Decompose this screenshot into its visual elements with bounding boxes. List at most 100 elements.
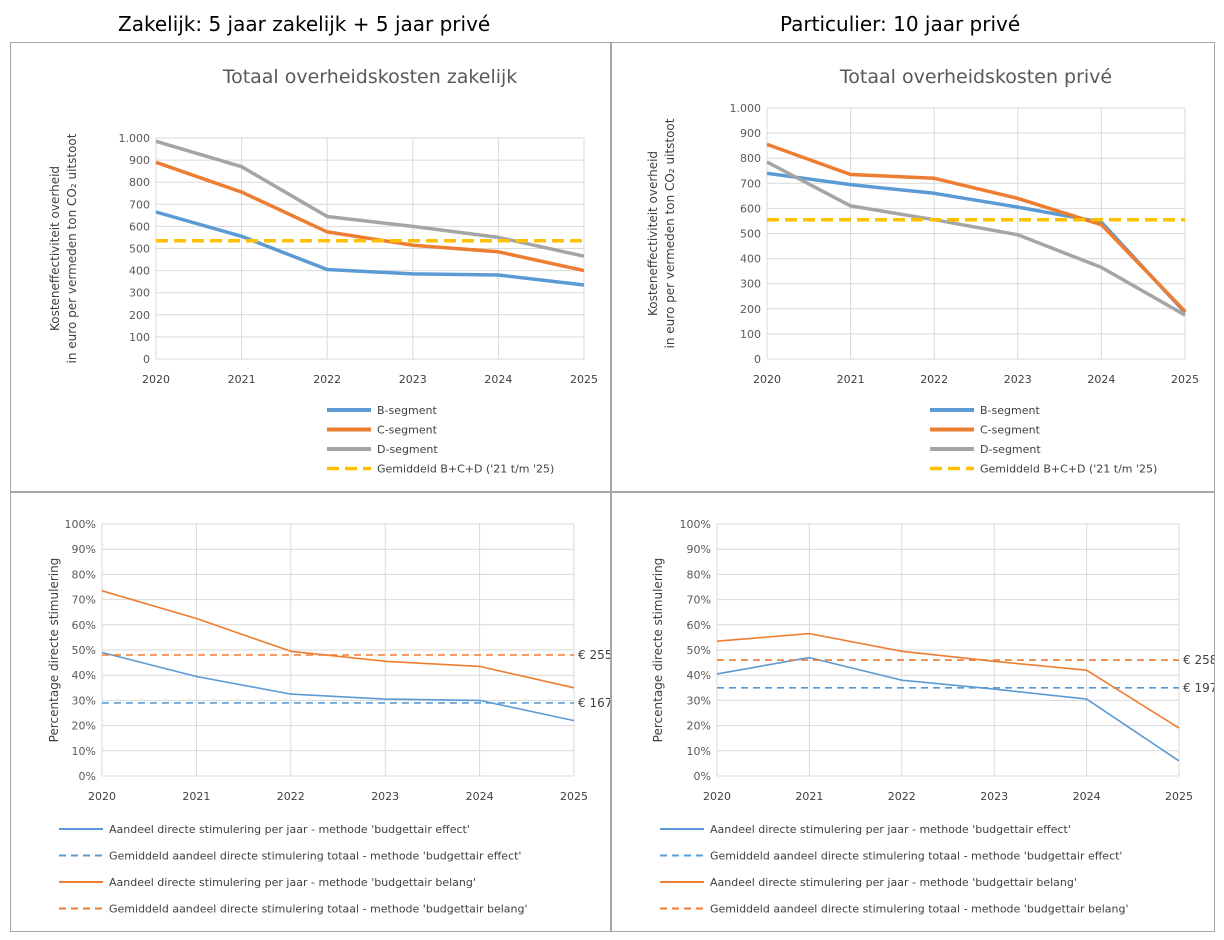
series-line	[155, 210, 585, 287]
x-tick-label: 2021	[228, 373, 256, 386]
x-tick-label: 2022	[313, 373, 341, 386]
legend-label: Gemiddeld aandeel directe stimulering to…	[710, 850, 1122, 863]
x-tick-label: 2022	[277, 790, 305, 803]
y-tick-label: 20%	[687, 720, 711, 733]
y-tick-label: 200	[129, 309, 150, 322]
y-tick-label: 100%	[65, 518, 96, 531]
x-tick-label: 2020	[142, 373, 170, 386]
series-line	[766, 160, 1186, 317]
y-tick-label: 300	[129, 287, 150, 300]
series-line	[101, 651, 575, 722]
y-tick-label: 70%	[72, 594, 96, 607]
y-tick-label: 30%	[687, 694, 711, 707]
series-line	[766, 142, 1187, 313]
x-tick-label: 2021	[837, 373, 865, 386]
y-tick-label: 1.000	[730, 102, 762, 115]
series-line	[716, 656, 1180, 762]
x-tick-label: 2023	[371, 790, 399, 803]
y-tick-label: 20%	[72, 720, 96, 733]
y-tick-label: 100%	[680, 518, 711, 531]
chart-zakelijk-kosten: Totaal overheidskosten zakelijk 0 100 200 30…	[48, 66, 598, 476]
legend-label: Aandeel directe stimulering per jaar - m…	[109, 823, 470, 836]
series-line	[155, 160, 585, 273]
chart-title: Totaal overheidskosten zakelijk	[222, 66, 518, 88]
chart-panel-prive-stimulering: 0% 10% 20% 30% 40% 50% 60% 70% 80% 90% 100% 2020 202…	[611, 492, 1217, 932]
y-axis-label: Kosteneffectiviteit overheid	[646, 151, 660, 316]
y-tick-label: 40%	[687, 669, 711, 682]
x-tick-label: 2021	[182, 790, 210, 803]
x-tick-label: 2022	[888, 790, 916, 803]
y-tick-label: 0%	[79, 770, 96, 783]
x-tick-label: 2023	[980, 790, 1008, 803]
y-tick-label: 60%	[72, 619, 96, 632]
y-tick-label: 0	[754, 353, 761, 366]
x-tick-label: 2025	[1171, 373, 1199, 386]
chart-panel-prive-kosten: Totaal overheidskosten privé 0 100 200 300 40…	[611, 42, 1215, 492]
legend-label: B-segment	[980, 404, 1040, 417]
legend-label: Gemiddeld aandeel directe stimulering to…	[109, 850, 521, 863]
data-annotation: € 258	[1183, 653, 1214, 667]
x-tick-label: 2020	[88, 790, 116, 803]
data-annotation: € 167	[578, 696, 610, 710]
legend-label: D-segment	[980, 443, 1041, 456]
y-tick-label: 700	[129, 198, 150, 211]
data-annotation: € 197	[1183, 681, 1214, 695]
y-tick-label: 50%	[72, 644, 96, 657]
legend-label: D-segment	[377, 443, 438, 456]
y-axis-label: in euro per vermeden ton CO₂ uitstoot	[65, 133, 79, 363]
y-axis-label: in euro per vermeden ton CO₂ uitstoot	[663, 118, 677, 348]
y-tick-label: 300	[740, 278, 761, 291]
y-tick-label: 70%	[687, 594, 711, 607]
y-tick-label: 800	[129, 176, 150, 189]
legend-label: C-segment	[377, 424, 438, 437]
y-axis-label: Percentage directe stimulering	[47, 558, 61, 743]
chart-title: Totaal overheidskosten privé	[839, 66, 1112, 88]
chart-zakelijk-stimulering: 0% 10% 20% 30% 40% 50% 60% 70% 80% 90% 100% 2020 202…	[47, 518, 612, 916]
x-tick-label: 2024	[466, 790, 494, 803]
y-tick-label: 90%	[72, 543, 96, 556]
y-tick-label: 0%	[694, 770, 711, 783]
y-tick-label: 600	[129, 220, 150, 233]
x-tick-label: 2020	[703, 790, 731, 803]
y-tick-label: 700	[740, 177, 761, 190]
chart-panel-zakelijk-stimulering: 0% 10% 20% 30% 40% 50% 60% 70% 80% 90% 100% 2020 202…	[10, 492, 612, 932]
y-axis-label: Kosteneffectiviteit overheid	[48, 166, 62, 331]
x-tick-label: 2023	[399, 373, 427, 386]
x-tick-label: 2024	[1087, 373, 1115, 386]
x-tick-label: 2025	[560, 790, 588, 803]
x-tick-label: 2023	[1004, 373, 1032, 386]
chart-prive-kosten: Totaal overheidskosten privé 0 100 200 300 40…	[646, 66, 1199, 476]
y-axis-label: Percentage directe stimulering	[651, 558, 665, 743]
chart-prive-stimulering: 0% 10% 20% 30% 40% 50% 60% 70% 80% 90% 100% 2020 202…	[651, 518, 1217, 916]
x-tick-label: 2022	[920, 373, 948, 386]
y-tick-label: 900	[740, 127, 761, 140]
series-line	[716, 632, 1180, 729]
y-tick-label: 60%	[687, 619, 711, 632]
y-tick-label: 10%	[687, 745, 711, 758]
y-tick-label: 50%	[687, 644, 711, 657]
y-tick-label: 600	[740, 202, 761, 215]
legend-label: Aandeel directe stimulering per jaar - m…	[109, 876, 476, 889]
y-tick-label: 500	[129, 243, 150, 256]
y-tick-label: 500	[740, 228, 761, 241]
y-tick-label: 90%	[687, 543, 711, 556]
y-tick-label: 200	[740, 303, 761, 316]
x-tick-label: 2025	[570, 373, 598, 386]
y-tick-label: 400	[740, 253, 761, 266]
y-tick-label: 80%	[72, 568, 96, 581]
x-tick-label: 2025	[1165, 790, 1193, 803]
y-tick-label: 400	[129, 265, 150, 278]
y-tick-label: 900	[129, 154, 150, 167]
legend-label: Gemiddeld aandeel directe stimulering to…	[109, 903, 527, 916]
legend-label: Gemiddeld aandeel directe stimulering to…	[710, 903, 1128, 916]
series-line	[101, 590, 575, 689]
x-tick-label: 2021	[795, 790, 823, 803]
legend-label: B-segment	[377, 404, 437, 417]
legend-label: Aandeel directe stimulering per jaar - m…	[710, 823, 1071, 836]
legend-label: C-segment	[980, 424, 1041, 437]
y-tick-label: 800	[740, 152, 761, 165]
y-tick-label: 100	[129, 331, 150, 344]
data-annotation: € 255	[578, 648, 610, 662]
x-tick-label: 2024	[484, 373, 512, 386]
x-tick-label: 2020	[753, 373, 781, 386]
